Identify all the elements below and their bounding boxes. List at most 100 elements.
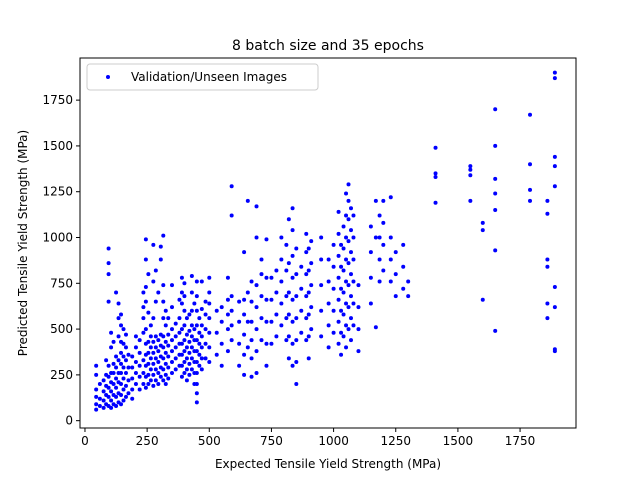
x-tick-label-0: 0 <box>81 434 89 448</box>
data-point-0-352 <box>290 363 295 368</box>
data-point-0-253 <box>199 367 204 372</box>
data-point-0-517 <box>552 76 557 81</box>
data-point-0-315 <box>254 235 259 240</box>
data-point-0-40 <box>114 404 119 409</box>
data-point-0-38 <box>111 361 116 366</box>
data-point-0-113 <box>146 382 151 387</box>
data-point-0-274 <box>214 308 219 313</box>
data-point-0-406 <box>336 275 341 280</box>
data-point-0-493 <box>493 328 498 333</box>
data-point-0-145 <box>156 338 161 343</box>
data-point-0-41 <box>114 394 119 399</box>
data-point-0-4 <box>94 372 99 377</box>
data-point-0-437 <box>346 182 351 187</box>
data-point-0-119 <box>146 272 151 277</box>
y-tick-label-1: 250 <box>50 368 73 382</box>
data-point-0-364 <box>294 294 299 299</box>
data-point-0-324 <box>264 319 269 324</box>
data-point-0-392 <box>319 235 324 240</box>
y-tick-label-5: 1250 <box>42 185 73 199</box>
data-point-0-167 <box>163 339 168 344</box>
data-point-0-513 <box>552 284 557 289</box>
data-point-0-88 <box>133 360 138 365</box>
data-point-0-126 <box>151 383 156 388</box>
data-point-0-313 <box>254 305 259 310</box>
data-point-0-169 <box>163 308 168 313</box>
data-point-0-334 <box>274 290 279 295</box>
data-point-0-78 <box>126 378 131 383</box>
data-point-0-181 <box>169 305 174 310</box>
data-point-0-341 <box>284 338 289 343</box>
data-point-0-239 <box>194 382 199 387</box>
data-point-0-272 <box>214 352 219 357</box>
data-point-0-65 <box>121 387 126 392</box>
data-point-0-226 <box>189 323 194 328</box>
data-point-0-74 <box>123 358 128 363</box>
data-point-0-212 <box>184 356 189 361</box>
data-point-0-443 <box>349 228 353 233</box>
data-point-0-147 <box>158 374 163 379</box>
data-point-0-264 <box>203 299 208 304</box>
data-point-0-368 <box>299 308 304 313</box>
legend-label: Validation/Unseen Images <box>131 70 287 84</box>
data-point-0-108 <box>143 327 148 332</box>
data-point-0-415 <box>339 242 344 247</box>
data-point-0-414 <box>339 264 344 269</box>
data-point-0-55 <box>119 402 124 407</box>
data-point-0-382 <box>306 246 311 251</box>
data-point-0-378 <box>306 334 311 339</box>
data-point-0-320 <box>259 272 264 277</box>
data-point-0-187 <box>173 321 178 326</box>
data-point-0-391 <box>319 257 324 262</box>
data-point-0-275 <box>219 363 224 368</box>
data-point-0-469 <box>381 198 386 203</box>
data-point-0-471 <box>388 257 393 262</box>
data-point-0-502 <box>528 162 533 167</box>
data-point-0-303 <box>245 198 250 203</box>
data-point-0-121 <box>148 367 153 372</box>
data-point-0-358 <box>290 228 295 233</box>
data-point-0-458 <box>368 224 373 229</box>
data-point-0-472 <box>388 235 393 240</box>
y-tick-label-0: 0 <box>65 414 73 428</box>
data-point-0-367 <box>299 330 304 335</box>
data-point-0-431 <box>346 305 351 310</box>
data-point-0-262 <box>203 327 208 332</box>
data-point-0-304 <box>249 374 254 379</box>
data-point-0-285 <box>229 323 234 328</box>
data-point-0-100 <box>141 316 146 321</box>
data-point-0-261 <box>203 341 208 346</box>
data-point-0-140 <box>153 268 158 273</box>
data-point-0-206 <box>182 323 187 328</box>
data-point-0-176 <box>169 371 174 376</box>
y-tick-label-2: 500 <box>50 322 73 336</box>
data-point-0-418 <box>341 290 346 295</box>
data-point-0-153 <box>158 244 163 249</box>
data-point-0-132 <box>151 279 156 284</box>
data-point-0-73 <box>123 371 128 376</box>
data-point-0-81 <box>130 396 135 401</box>
data-point-0-353 <box>290 341 295 346</box>
data-point-0-36 <box>111 382 116 387</box>
data-point-0-397 <box>326 257 331 262</box>
data-point-0-380 <box>306 290 311 295</box>
data-point-0-369 <box>299 286 304 291</box>
data-point-0-195 <box>179 363 184 368</box>
data-point-0-137 <box>153 345 158 350</box>
data-point-0-416 <box>341 334 346 339</box>
data-point-0-308 <box>249 299 254 304</box>
data-point-0-101 <box>141 305 146 310</box>
data-point-0-376 <box>304 231 309 236</box>
y-axis-label: Predicted Tensile Yield Strength (MPa) <box>16 130 30 356</box>
data-point-0-191 <box>177 330 182 335</box>
data-point-0-428 <box>344 213 349 218</box>
data-point-0-357 <box>290 253 295 258</box>
data-point-0-171 <box>166 365 171 370</box>
data-point-0-3 <box>94 387 99 392</box>
data-point-0-330 <box>269 297 274 302</box>
data-point-0-445 <box>351 323 356 328</box>
data-point-0-503 <box>528 112 533 117</box>
data-point-0-25 <box>106 261 111 266</box>
data-point-0-335 <box>274 268 279 273</box>
data-point-0-174 <box>166 332 171 337</box>
